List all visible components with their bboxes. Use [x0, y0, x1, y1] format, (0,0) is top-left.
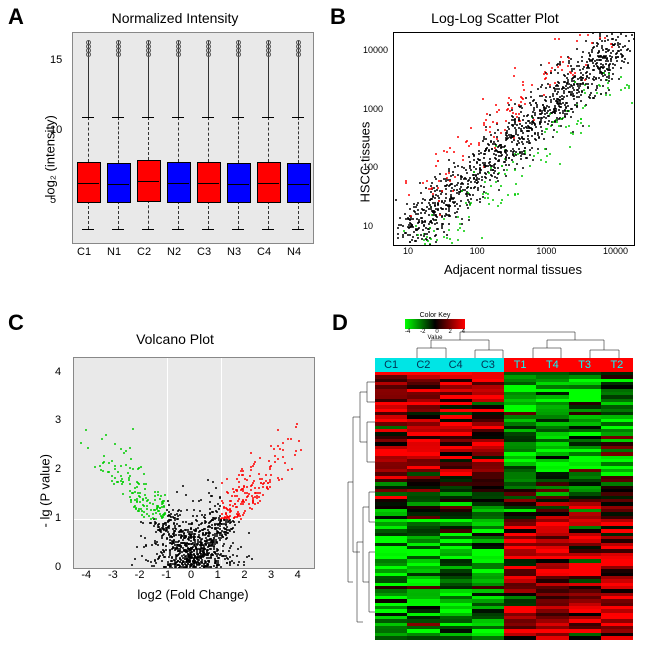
xtick: N2 [167, 246, 181, 258]
panel-d: Color Key -4-2024 Value C1C2C4C3T1T4T3T2 [345, 310, 645, 645]
heatmap-header: C1C2C4C3T1T4T3T2 [375, 358, 633, 372]
heatmap-col-header: C1 [375, 358, 407, 372]
heatmap [375, 372, 633, 640]
panel-c-xlabel: log2 (Fold Change) [73, 587, 313, 602]
xtick: C1 [77, 246, 91, 258]
xtick: C2 [137, 246, 151, 258]
panel-a-plot [72, 32, 314, 244]
panel-b-ylabel: HSCC tissues [358, 83, 373, 203]
color-key-bar [405, 319, 465, 329]
panel-b: Log-Log Scatter Plot HSCC tissues Adjace… [345, 10, 645, 290]
ytick: 5 [50, 194, 56, 206]
ytick: 15 [50, 54, 62, 66]
panel-c-plot [73, 357, 315, 569]
heatmap-col-header: C4 [440, 358, 472, 372]
heatmap-col-header: T2 [601, 358, 633, 372]
top-dendrogram [403, 330, 633, 358]
panel-b-label: B [330, 4, 346, 30]
panel-c-ylabel: - lg (P value) [38, 418, 53, 528]
panel-b-plot [393, 32, 635, 246]
xtick: N4 [287, 246, 301, 258]
ytick: 10 [50, 124, 62, 136]
xtick: N3 [227, 246, 241, 258]
panel-a-ylabel: log₂ (intensity) [43, 78, 58, 198]
heatmap-col-header: C3 [472, 358, 504, 372]
xtick: C3 [197, 246, 211, 258]
panel-b-title: Log-Log Scatter Plot [345, 10, 645, 26]
panel-a-label: A [8, 4, 24, 30]
xtick: C4 [257, 246, 271, 258]
panel-c-title: Volcano Plot [25, 331, 325, 347]
heatmap-col-header: C2 [407, 358, 439, 372]
heatmap-col-header: T4 [536, 358, 568, 372]
heatmap-col-header: T3 [569, 358, 601, 372]
heatmap-col-header: T1 [504, 358, 536, 372]
panel-a-title: Normalized Intensity [30, 10, 320, 26]
panel-c-label: C [8, 310, 24, 336]
panel-a: Normalized Intensity log₂ (intensity) C1… [30, 10, 320, 280]
left-dendrogram [345, 372, 375, 640]
xtick: N1 [107, 246, 121, 258]
panel-b-xlabel: Adjacent normal tissues [393, 262, 633, 277]
color-key-label: Color Key [405, 312, 465, 319]
panel-c: Volcano Plot - lg (P value) log2 (Fold C… [25, 325, 325, 625]
